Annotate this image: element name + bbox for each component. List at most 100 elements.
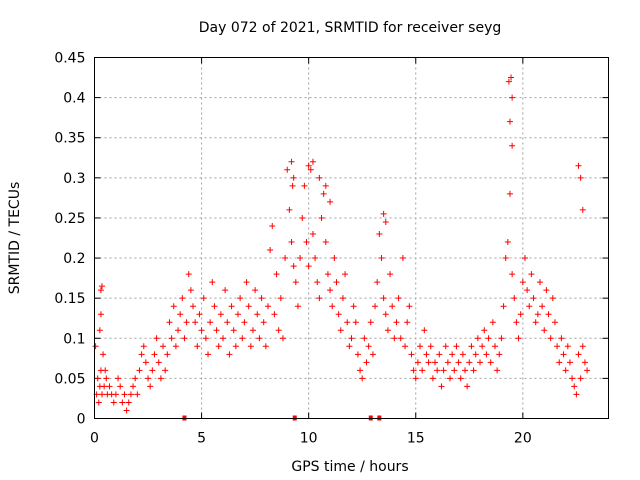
data-point bbox=[331, 255, 338, 262]
data-point bbox=[299, 214, 306, 221]
data-point bbox=[361, 335, 368, 342]
data-point bbox=[502, 255, 509, 262]
data-point bbox=[509, 94, 516, 101]
data-point bbox=[297, 255, 304, 262]
data-point bbox=[151, 351, 158, 358]
data-point bbox=[434, 367, 441, 374]
data-point bbox=[318, 214, 325, 221]
data-point bbox=[506, 118, 513, 125]
data-point bbox=[436, 351, 443, 358]
data-point bbox=[267, 247, 274, 254]
data-point bbox=[228, 303, 235, 310]
data-point bbox=[402, 343, 409, 350]
data-point bbox=[468, 343, 475, 350]
data-point bbox=[519, 279, 526, 286]
data-point bbox=[470, 367, 477, 374]
data-point bbox=[202, 335, 209, 342]
data-point bbox=[457, 375, 464, 382]
data-point bbox=[541, 327, 548, 334]
data-point bbox=[521, 255, 528, 262]
data-point bbox=[526, 303, 533, 310]
x-tick-label: 10 bbox=[300, 431, 318, 447]
data-point bbox=[506, 190, 513, 197]
data-point bbox=[404, 319, 411, 326]
data-point bbox=[369, 351, 376, 358]
data-point bbox=[382, 218, 389, 225]
data-point bbox=[491, 343, 498, 350]
data-point bbox=[350, 303, 357, 310]
data-point bbox=[354, 351, 361, 358]
data-point bbox=[209, 279, 216, 286]
data-point bbox=[185, 271, 192, 278]
data-point bbox=[412, 375, 419, 382]
data-point bbox=[543, 287, 550, 294]
data-point bbox=[342, 271, 349, 278]
data-point bbox=[382, 311, 389, 318]
data-point bbox=[554, 343, 561, 350]
data-point bbox=[444, 359, 451, 366]
data-point bbox=[322, 239, 329, 246]
data-point bbox=[142, 359, 149, 366]
data-point bbox=[243, 279, 250, 286]
data-point bbox=[155, 359, 162, 366]
data-point bbox=[162, 367, 169, 374]
data-point bbox=[181, 335, 188, 342]
data-point bbox=[119, 399, 126, 406]
y-tick-label: 0.25 bbox=[54, 211, 85, 227]
data-point bbox=[551, 319, 558, 326]
data-point bbox=[564, 343, 571, 350]
data-point bbox=[558, 335, 565, 342]
data-point bbox=[289, 182, 296, 189]
data-point bbox=[393, 319, 400, 326]
data-point bbox=[166, 319, 173, 326]
data-point bbox=[335, 311, 342, 318]
data-points bbox=[92, 74, 591, 414]
data-point bbox=[301, 182, 308, 189]
data-point bbox=[494, 367, 501, 374]
data-point bbox=[314, 279, 321, 286]
data-point bbox=[149, 367, 156, 374]
data-point bbox=[288, 239, 295, 246]
x-tick-label: 15 bbox=[407, 431, 425, 447]
data-point bbox=[207, 319, 214, 326]
data-point bbox=[224, 319, 231, 326]
data-point bbox=[123, 407, 130, 414]
data-point bbox=[545, 311, 552, 318]
data-point bbox=[571, 383, 578, 390]
data-point bbox=[247, 343, 254, 350]
data-point bbox=[515, 335, 522, 342]
data-point bbox=[95, 399, 102, 406]
data-point bbox=[481, 327, 488, 334]
data-point bbox=[249, 327, 256, 334]
data-point bbox=[447, 375, 454, 382]
data-point bbox=[410, 367, 417, 374]
data-point bbox=[98, 391, 105, 398]
data-point bbox=[427, 343, 434, 350]
data-point bbox=[477, 359, 483, 366]
data-point bbox=[438, 383, 445, 390]
data-point bbox=[417, 343, 424, 350]
data-point bbox=[536, 279, 543, 286]
data-point bbox=[579, 206, 586, 213]
data-point bbox=[102, 367, 109, 374]
data-point bbox=[376, 230, 383, 237]
data-point bbox=[172, 343, 179, 350]
data-point bbox=[442, 343, 449, 350]
data-point bbox=[487, 359, 494, 366]
data-point bbox=[256, 335, 263, 342]
data-point bbox=[459, 351, 466, 358]
data-point bbox=[241, 319, 248, 326]
data-point bbox=[183, 319, 190, 326]
data-point bbox=[97, 287, 104, 294]
data-point bbox=[384, 327, 391, 334]
data-point bbox=[530, 295, 537, 302]
data-point bbox=[125, 399, 132, 406]
data-point bbox=[327, 198, 334, 205]
data-point bbox=[562, 367, 569, 374]
data-point bbox=[237, 295, 244, 302]
data-point bbox=[134, 391, 141, 398]
data-point bbox=[192, 319, 199, 326]
data-point bbox=[414, 359, 421, 366]
x-tick-label: 20 bbox=[514, 431, 532, 447]
